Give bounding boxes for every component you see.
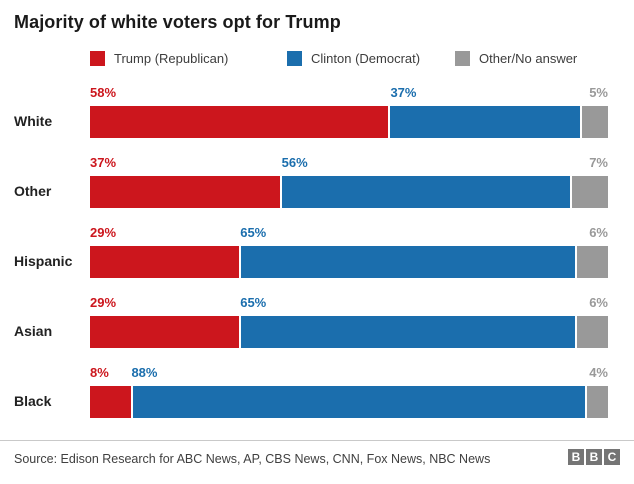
bar-row: Asian 29% 65% 6% [14,295,620,365]
value-label-trump: 37% [90,155,117,170]
bar-segment-trump [90,106,389,138]
bar-segment-other [572,176,609,208]
value-label-clinton: 88% [131,365,158,380]
stacked-bar [90,176,609,208]
category-label: Asian [14,323,53,339]
bar-segment-other [577,246,608,278]
legend: Trump (Republican) Clinton (Democrat) Ot… [14,50,620,67]
bar-segment-other [582,106,609,138]
category-label: Other [14,183,52,199]
category-label: White [14,113,53,129]
category-label: Black [14,393,52,409]
stacked-bar [90,386,608,418]
bbc-logo-letter: C [604,449,620,465]
trump-swatch-icon [90,51,105,66]
value-label-clinton: 56% [281,155,308,170]
bar-segment-trump [90,386,132,418]
legend-label-trump: Trump (Republican) [114,51,229,66]
chart-content: Majority of white voters opt for Trump T… [14,12,620,435]
bar-segment-trump [90,246,240,278]
bar-segment-clinton [282,176,571,208]
stacked-bar [90,246,608,278]
bar-segment-trump [90,316,240,348]
source-attribution: Source: Edison Research for ABC News, AP… [14,452,491,466]
value-label-clinton: 37% [390,85,417,100]
value-labels: 37% 56% 7% [90,155,608,172]
bar-segment-clinton [241,246,576,278]
bar-row: White 58% 37% 5% [14,85,620,155]
legend-label-other: Other/No answer [479,51,578,66]
bar-segment-other [577,316,608,348]
value-label-trump: 29% [90,295,117,310]
bar-row: Black 8% 88% 4% [14,365,620,435]
legend-label-clinton: Clinton (Democrat) [311,51,421,66]
stacked-bar [90,106,609,138]
page-title: Majority of white voters opt for Trump [14,12,341,32]
other-swatch-icon [455,51,470,66]
value-label-other: 7% [589,155,608,170]
value-labels: 58% 37% 5% [90,85,608,102]
value-label-trump: 58% [90,85,117,100]
bar-chart: White 58% 37% 5% Other 37% 56% 7% Hispan… [14,85,620,435]
bbc-logo-letter: B [586,449,602,465]
footer: Source: Edison Research for ABC News, AP… [0,440,634,484]
value-label-clinton: 65% [240,225,267,240]
bar-segment-clinton [390,106,581,138]
value-label-other: 4% [589,365,608,380]
bar-segment-trump [90,176,281,208]
legend-item-other: Other/No answer [455,51,577,66]
bbc-logo: B B C [568,449,620,465]
stacked-bar [90,316,608,348]
value-labels: 8% 88% 4% [90,365,608,382]
value-labels: 29% 65% 6% [90,225,608,242]
value-label-trump: 8% [90,365,109,380]
value-label-other: 6% [589,225,608,240]
value-label-other: 6% [589,295,608,310]
legend-item-clinton: Clinton (Democrat) [287,51,455,66]
bar-segment-clinton [241,316,576,348]
value-label-clinton: 65% [240,295,267,310]
bar-segment-clinton [133,386,586,418]
value-label-trump: 29% [90,225,117,240]
bar-row: Other 37% 56% 7% [14,155,620,225]
bbc-logo-letter: B [568,449,584,465]
value-labels: 29% 65% 6% [90,295,608,312]
value-label-other: 5% [589,85,608,100]
category-label: Hispanic [14,253,73,269]
legend-item-trump: Trump (Republican) [90,51,287,66]
clinton-swatch-icon [287,51,302,66]
bar-row: Hispanic 29% 65% 6% [14,225,620,295]
bar-segment-other [587,386,608,418]
